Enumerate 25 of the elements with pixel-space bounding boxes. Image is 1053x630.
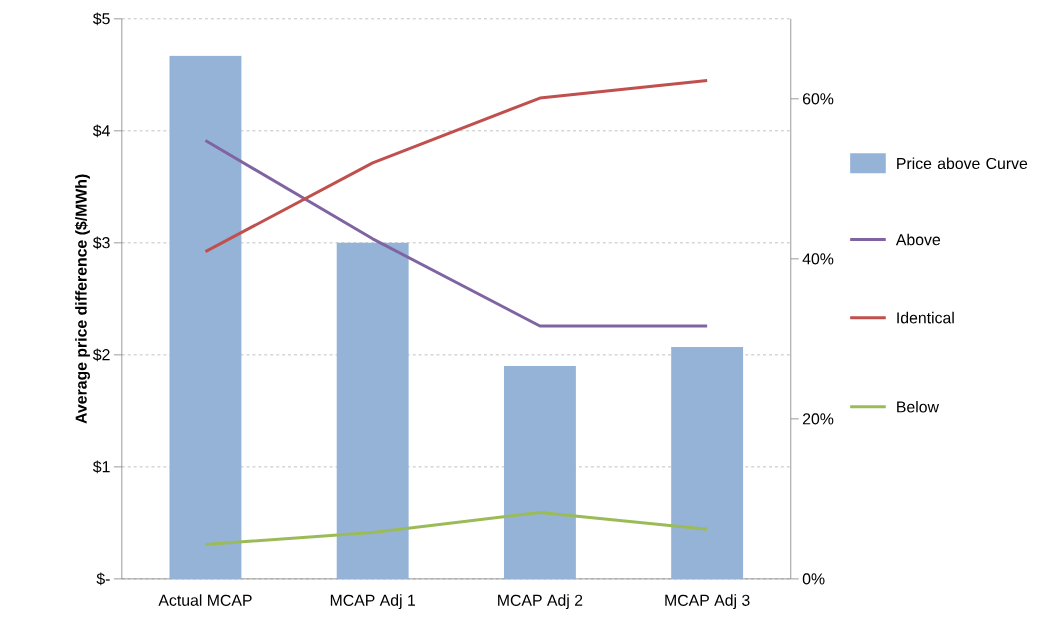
- x-tick-label: Actual MCAP: [158, 594, 252, 606]
- legend-label: Above: [895, 233, 941, 246]
- line-series: [203, 78, 709, 253]
- legend-label: Price above Curve: [897, 157, 1028, 169]
- x-tick-label: MCAP Adj 2: [498, 594, 583, 609]
- legend-label: Identical: [897, 311, 954, 324]
- x-tick-label: MCAP Adj 3: [665, 594, 750, 609]
- y2-tick-label: 20%: [802, 413, 834, 425]
- y-axis-title: Average price difference ($/MWh): [74, 174, 90, 424]
- y2-tick-label: 0%: [802, 573, 825, 585]
- y-tick-label: $2: [92, 348, 110, 362]
- bar: [503, 365, 576, 579]
- legend-label: Below: [897, 400, 940, 413]
- y-tick-label: $3: [92, 236, 110, 250]
- y2-tick-label: 60%: [802, 93, 834, 105]
- bar: [671, 346, 744, 579]
- y-tick-label: $4: [92, 124, 110, 138]
- y2-tick-label: 40%: [802, 253, 834, 265]
- line-series: [203, 510, 709, 546]
- bar: [169, 55, 242, 579]
- y-tick-label: $-: [96, 572, 110, 586]
- y-tick-label: $5: [92, 12, 110, 26]
- y-tick-label: $1: [92, 460, 110, 474]
- bar: [336, 242, 409, 579]
- x-tick-label: MCAP Adj 1: [330, 594, 415, 609]
